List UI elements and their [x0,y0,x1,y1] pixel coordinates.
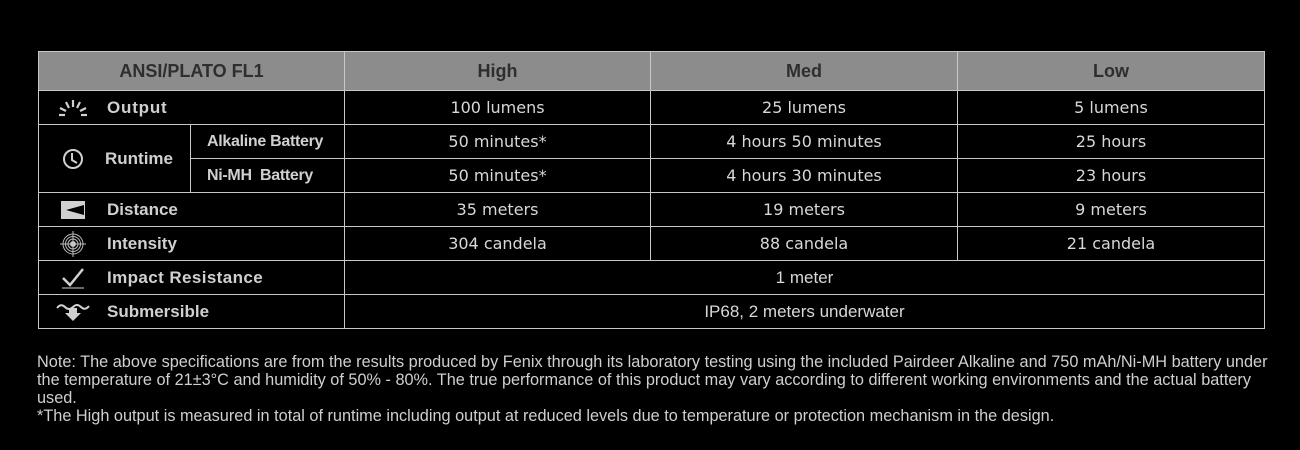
target-icon [39,230,107,257]
nimh-high: 50 minutes* [344,158,651,193]
intensity-low: 21 candela [957,226,1265,261]
clock-icon [39,148,107,170]
distance-icon [39,199,107,221]
distance-label: Distance [107,199,178,219]
nimh-label: Ni-MH Battery [190,158,345,193]
spec-header: ANSI/PLATO FL1 [38,51,345,91]
alkaline-high: 50 minutes* [344,124,651,159]
impact-label: Impact Resistance [107,267,264,287]
low-header: Low [957,51,1265,91]
intensity-med: 88 candela [650,226,958,261]
impact-row: Impact Resistance 1 meter [38,260,1265,295]
notes: Note: The above specifications are from … [37,353,1277,425]
distance-row: Distance 35 meters 19 meters 9 meters [38,192,1265,227]
distance-low: 9 meters [957,192,1265,227]
specs-table: ANSI/PLATO FL1 High Med Low Output 100 l… [38,51,1265,329]
runtime-nimh-row: Ni-MH Battery 50 minutes* 4 hours 30 min… [39,158,1265,193]
submersible-value: IP68, 2 meters underwater [344,294,1265,329]
runtime-label: Runtime [105,148,173,168]
output-label: Output [107,97,168,117]
output-low: 5 lumens [957,90,1265,125]
nimh-low: 23 hours [957,158,1265,193]
output-row: Output 100 lumens 25 lumens 5 lumens [38,90,1265,125]
alkaline-low: 25 hours [957,124,1265,159]
note-text: Note: The above specifications are from … [37,353,1268,407]
runtime-alkaline-row: Runtime Alkaline Battery 50 minutes* 4 h… [38,124,1265,193]
high-header: High [344,51,651,91]
output-high: 100 lumens [344,90,651,125]
intensity-row: Intensity 304 candela 88 candela 21 cand… [38,226,1265,261]
impact-value: 1 meter [344,260,1265,295]
distance-med: 19 meters [650,192,958,227]
impact-check-icon [39,267,107,289]
submersible-icon [39,302,107,322]
med-header: Med [650,51,958,91]
intensity-label: Intensity [107,233,177,253]
distance-high: 35 meters [344,192,651,227]
header-row: ANSI/PLATO FL1 High Med Low [38,51,1265,91]
alkaline-label: Alkaline Battery [190,124,345,159]
nimh-med: 4 hours 30 minutes [650,158,958,193]
intensity-high: 304 candela [344,226,651,261]
alkaline-med: 4 hours 50 minutes [650,124,958,159]
submersible-row: Submersible IP68, 2 meters underwater [38,294,1265,329]
submersible-label: Submersible [107,301,210,321]
output-med: 25 lumens [650,90,958,125]
light-burst-icon [39,99,107,117]
footnote-text: *The High output is measured in total of… [37,407,1055,425]
